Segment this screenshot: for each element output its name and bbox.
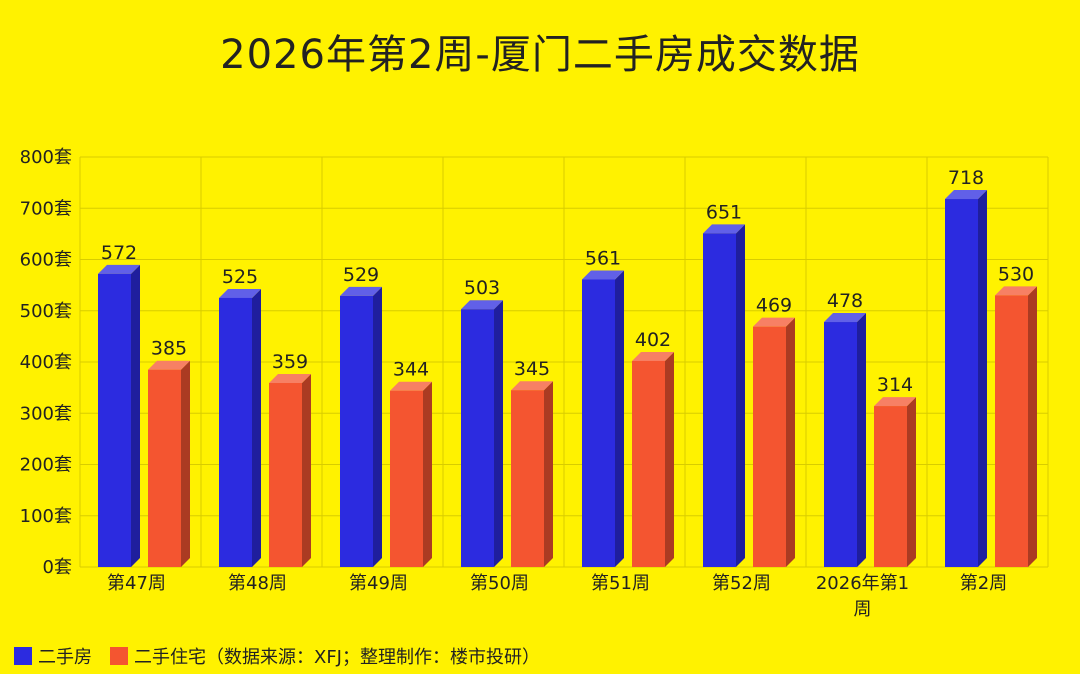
y-tick-label: 300套: [20, 403, 72, 424]
bar-secondhand: [98, 273, 131, 567]
bar-residential-top: [995, 286, 1037, 296]
data-label: 359: [272, 351, 308, 373]
data-label: 561: [585, 247, 621, 269]
x-tick-label: 第51周: [591, 573, 650, 594]
bar-residential-side: [786, 317, 795, 567]
bar-residential-top: [511, 381, 553, 391]
data-label: 385: [151, 338, 187, 360]
bar-residential: [511, 390, 544, 567]
bar-residential-side: [544, 381, 553, 567]
bar-secondhand-side: [131, 264, 140, 567]
bar-residential: [874, 406, 907, 567]
bar-secondhand-top: [703, 224, 745, 234]
bar-secondhand-side: [494, 300, 503, 567]
bar-residential-top: [632, 351, 674, 361]
x-tick-label: 第49周: [349, 573, 408, 594]
bar-secondhand: [461, 309, 494, 567]
x-tick-label: 周: [854, 599, 872, 620]
bar-secondhand: [703, 233, 736, 568]
x-tick-label: 第48周: [228, 573, 287, 594]
data-label: 402: [635, 329, 671, 351]
bar-residential-side: [181, 360, 190, 567]
x-tick-label: 2026年第1: [816, 573, 909, 594]
bar-secondhand-top: [582, 270, 624, 280]
bar-residential-top: [753, 317, 795, 327]
bar-secondhand-top: [219, 288, 261, 298]
bar-residential: [632, 360, 665, 567]
bar-secondhand-top: [461, 300, 503, 310]
legend-item-series-2: 二手住宅（数据来源：XFJ；整理制作：楼市投研）: [110, 643, 540, 669]
bar-residential-top: [148, 360, 190, 370]
bar-secondhand-side: [373, 286, 382, 567]
bars: [98, 190, 1037, 568]
bar-residential: [390, 390, 423, 567]
legend-swatch-blue: [14, 647, 32, 665]
data-label: 525: [222, 266, 258, 288]
data-label: 651: [706, 201, 742, 223]
y-tick-label: 400套: [20, 352, 72, 373]
bar-residential: [148, 369, 181, 567]
data-label: 718: [948, 167, 984, 189]
bar-residential-side: [665, 351, 674, 567]
bar-secondhand-side: [252, 288, 261, 567]
y-axis-ticks: 0套 100套 200套 300套 400套 500套 600套 700套 800套: [20, 147, 72, 578]
y-tick-label: 200套: [20, 455, 72, 476]
legend-label: 二手住宅（数据来源：XFJ；整理制作：楼市投研）: [134, 647, 540, 668]
bar-secondhand: [824, 322, 857, 567]
bar-residential-top: [269, 374, 311, 384]
y-tick-label: 800套: [20, 147, 72, 168]
data-label: 572: [101, 242, 137, 264]
x-tick-label: 第52周: [712, 573, 771, 594]
bar-secondhand-side: [857, 313, 866, 567]
legend-swatch-orange: [110, 647, 128, 665]
x-tick-label: 第47周: [107, 573, 166, 594]
x-axis-labels: 第47周 第48周 第49周 第50周 第51周 第52周 2026年第1 周 第2周: [107, 573, 1007, 620]
bar-residential: [753, 326, 786, 567]
bar-secondhand-top: [340, 286, 382, 296]
bar-secondhand: [219, 297, 252, 567]
bar-residential-side: [907, 397, 916, 567]
bar-residential-top: [390, 381, 432, 391]
x-tick-label: 第50周: [470, 573, 529, 594]
x-tick-label: 第2周: [960, 573, 1007, 594]
bar-residential: [269, 383, 302, 567]
bar-secondhand-side: [978, 190, 987, 567]
bar-residential: [995, 295, 1028, 567]
value-labels: 572 385 525 359 529 344 503 345 561 402 651 469 478 3…: [101, 167, 1034, 396]
bar-secondhand: [582, 279, 615, 567]
y-tick-label: 100套: [20, 506, 72, 527]
y-tick-label: 600套: [20, 250, 72, 271]
bar-secondhand-top: [98, 264, 140, 274]
data-label: 344: [393, 359, 429, 381]
bar-residential-side: [1028, 286, 1037, 567]
data-label: 529: [343, 264, 379, 286]
bar-secondhand-top: [824, 313, 866, 323]
y-tick-label: 0套: [43, 557, 72, 578]
bar-residential-top: [874, 397, 916, 407]
y-tick-label: 500套: [20, 301, 72, 322]
legend: 二手房 二手住宅（数据来源：XFJ；整理制作：楼市投研）: [14, 643, 558, 669]
bar-secondhand: [340, 295, 373, 567]
y-tick-label: 700套: [20, 198, 72, 219]
bar-secondhand-top: [945, 190, 987, 200]
data-label: 469: [756, 295, 792, 317]
data-label: 478: [827, 290, 863, 312]
bar-secondhand-side: [615, 270, 624, 567]
data-label: 530: [998, 263, 1034, 285]
bar-residential-side: [423, 381, 432, 567]
bar-residential-side: [302, 374, 311, 567]
bar-secondhand: [945, 199, 978, 567]
chart-title: 2026年第2周-厦门二手房成交数据: [220, 32, 860, 78]
legend-label: 二手房: [38, 647, 92, 668]
data-label: 314: [877, 374, 913, 396]
bar-secondhand-side: [736, 224, 745, 568]
legend-item-series-1: 二手房: [14, 643, 92, 669]
data-label: 345: [514, 358, 550, 380]
data-label: 503: [464, 277, 500, 299]
